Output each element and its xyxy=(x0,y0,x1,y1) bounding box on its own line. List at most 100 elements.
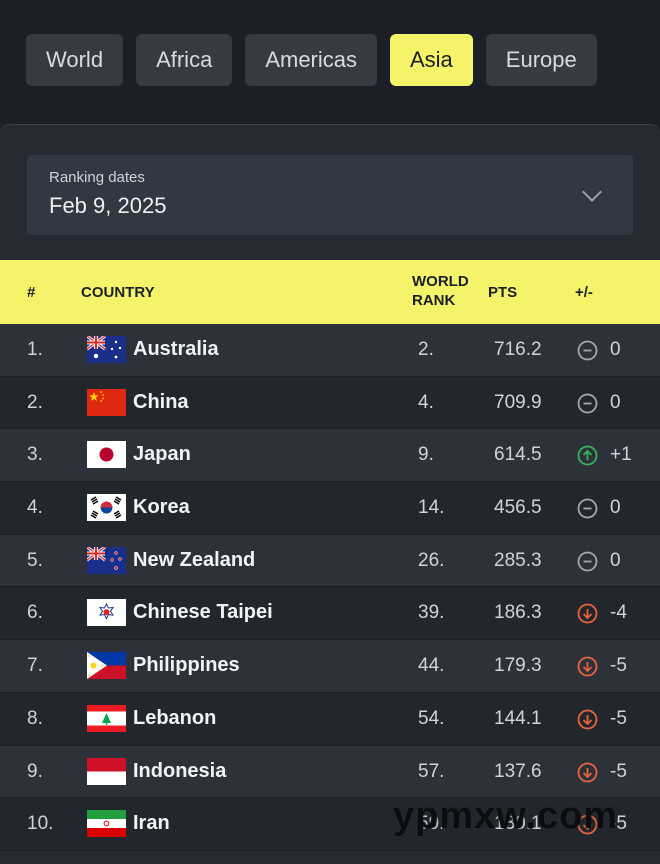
world-rank: 57. xyxy=(418,760,445,782)
rank-change: +1 xyxy=(610,444,632,466)
world-rank: 39. xyxy=(418,602,445,624)
down-arrow-icon xyxy=(577,709,598,730)
rank-change: 0 xyxy=(610,549,621,571)
table-row[interactable]: 3. Japan 9. 614.5 +1 xyxy=(0,429,660,483)
table-row[interactable]: 8. Lebanon 54. 144.1 -5 xyxy=(0,692,660,746)
neutral-icon xyxy=(577,393,598,414)
ranking-date-label: Ranking dates xyxy=(49,169,145,186)
row-position: 6. xyxy=(27,602,43,624)
row-position: 10. xyxy=(27,813,54,835)
tab-asia[interactable]: Asia xyxy=(390,34,473,86)
japan-flag xyxy=(87,441,126,469)
country-name: Iran xyxy=(133,812,170,835)
row-position: 2. xyxy=(27,391,43,413)
rank-change: -5 xyxy=(610,655,627,677)
header-change: +/- xyxy=(575,284,593,301)
header-num: # xyxy=(27,284,36,301)
points: 709.9 xyxy=(494,391,542,413)
points: 716.2 xyxy=(494,339,542,360)
ranking-panel: Ranking dates Feb 9, 2025 # COUNTRY WORL… xyxy=(0,124,660,864)
rank-change: -4 xyxy=(610,602,627,624)
country-name: Japan xyxy=(133,443,191,466)
down-arrow-icon xyxy=(577,762,598,783)
neutral-icon xyxy=(577,340,598,361)
points: 186.3 xyxy=(494,602,542,624)
header-world-rank-line1: WORLD xyxy=(412,273,469,290)
table-header: # COUNTRY WORLD RANK PTS +/- xyxy=(0,260,660,324)
table-row[interactable]: 7. Philippines 44. 179.3 -5 xyxy=(0,640,660,693)
row-position: 3. xyxy=(27,444,43,466)
row-position: 5. xyxy=(27,549,43,571)
watermark: ypmxw.com xyxy=(393,795,619,837)
world-rank: 9. xyxy=(418,444,434,466)
table-row[interactable]: 9. Indonesia 57. 137.6 -5 xyxy=(0,745,660,799)
ranking-date-value: Feb 9, 2025 xyxy=(49,193,167,218)
header-pts: PTS xyxy=(488,284,518,301)
country-name: Indonesia xyxy=(133,759,227,782)
row-position: 4. xyxy=(27,497,43,519)
world-rank: 59. xyxy=(418,813,445,835)
down-arrow-icon xyxy=(577,656,598,677)
row-position: 1. xyxy=(27,339,43,360)
world-rank: 2. xyxy=(418,339,434,360)
rank-change: -5 xyxy=(610,707,627,729)
world-rank: 54. xyxy=(418,707,445,729)
iran-flag xyxy=(87,810,126,838)
table-row[interactable]: 10. Iran 59. 130.1 -5 xyxy=(0,798,660,851)
tab-africa[interactable]: Africa xyxy=(136,34,233,86)
philippines-flag xyxy=(87,652,126,680)
table-row[interactable]: 5. New Zealand 26. 285.3 0 xyxy=(0,534,660,588)
row-position: 8. xyxy=(27,707,43,729)
world-rank: 26. xyxy=(418,549,445,571)
row-position: 9. xyxy=(27,760,43,782)
down-arrow-icon xyxy=(577,814,598,835)
neutral-icon xyxy=(577,498,598,519)
china-flag xyxy=(87,388,126,416)
tab-americas[interactable]: Americas xyxy=(245,34,377,86)
points: 285.3 xyxy=(494,549,542,571)
header-world-rank: WORLD RANK xyxy=(412,272,469,310)
neutral-icon xyxy=(577,551,598,572)
up-arrow-icon xyxy=(577,445,598,466)
points: 456.5 xyxy=(494,497,542,519)
table-row[interactable]: 1. Australia 2. 716.2 0 xyxy=(0,324,660,377)
rank-change: -5 xyxy=(610,760,627,782)
header-world-rank-line2: RANK xyxy=(412,292,456,309)
points: 144.1 xyxy=(494,707,542,729)
points: 179.3 xyxy=(494,655,542,677)
down-arrow-icon xyxy=(577,603,598,624)
new-zealand-flag xyxy=(87,546,126,574)
indonesia-flag xyxy=(87,757,126,785)
rank-change: 0 xyxy=(610,339,621,360)
points: 614.5 xyxy=(494,444,542,466)
world-rank: 14. xyxy=(418,497,445,519)
rank-change: 0 xyxy=(610,497,621,519)
points: 137.6 xyxy=(494,760,542,782)
row-position: 7. xyxy=(27,655,43,677)
table-row[interactable]: 6. Chinese Taipei 39. 186.3 -4 xyxy=(0,587,660,641)
points: 130.1 xyxy=(494,813,542,835)
table-row[interactable]: 4. Korea 14. 456.5 0 xyxy=(0,482,660,535)
country-name: Korea xyxy=(133,496,190,519)
world-rank: 4. xyxy=(418,391,434,413)
chinese-taipei-flag xyxy=(87,599,126,627)
country-name: New Zealand xyxy=(133,548,256,571)
chevron-down-icon[interactable] xyxy=(582,182,602,202)
header-country: COUNTRY xyxy=(81,284,155,301)
table-row[interactable]: 2. China 4. 709.9 0 xyxy=(0,376,660,430)
rank-change: 0 xyxy=(610,391,621,413)
lebanon-flag xyxy=(87,704,126,732)
ranking-date-select[interactable]: Ranking dates Feb 9, 2025 xyxy=(27,155,633,235)
korea-flag xyxy=(87,494,126,522)
world-rank: 44. xyxy=(418,655,445,677)
country-name: Chinese Taipei xyxy=(133,601,273,624)
tab-world[interactable]: World xyxy=(26,34,124,86)
region-tabs: World Africa Americas Asia Europe xyxy=(26,34,597,86)
rank-change: -5 xyxy=(610,813,627,835)
country-name: Australia xyxy=(133,338,219,360)
country-name: China xyxy=(133,390,189,413)
country-name: Philippines xyxy=(133,654,240,677)
tab-europe[interactable]: Europe xyxy=(485,34,597,86)
australia-flag xyxy=(87,336,126,363)
country-name: Lebanon xyxy=(133,706,217,729)
